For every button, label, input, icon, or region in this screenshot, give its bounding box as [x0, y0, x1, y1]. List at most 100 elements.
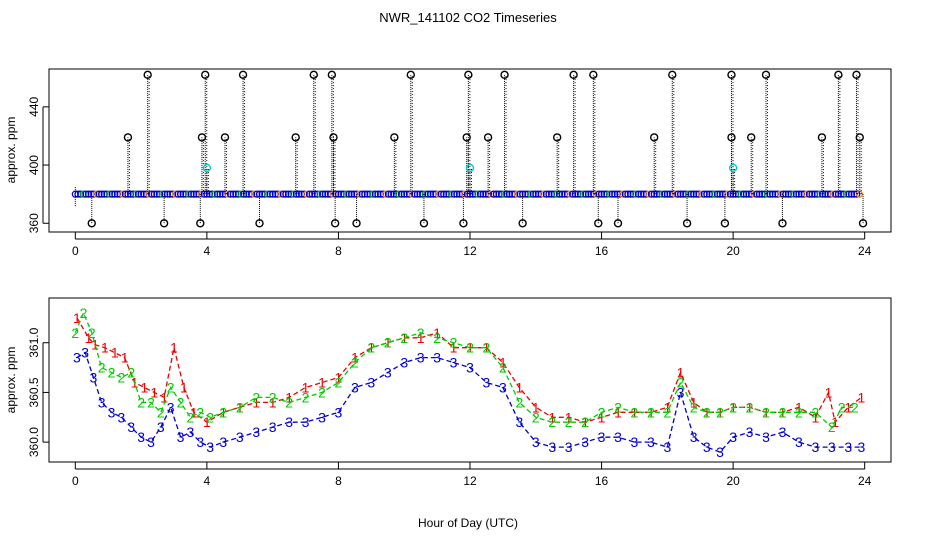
- bottom-series-2-point: 2: [285, 394, 293, 410]
- bottom-series-2-point: 2: [384, 335, 392, 351]
- top-baseline-point: [690, 190, 698, 198]
- bottom-series-1-point: 1: [825, 384, 833, 400]
- top-baseline-point: [229, 190, 237, 198]
- top-baseline-point: [826, 190, 835, 198]
- top-baseline-point: [129, 190, 137, 198]
- bottom-series-3-point: 3: [466, 360, 474, 376]
- bottom-series-2-point: 2: [795, 404, 803, 420]
- top-baseline-point: [245, 190, 253, 198]
- bottom-series-1-point: 1: [677, 365, 685, 381]
- top-mid-spikes-point: [817, 133, 827, 142]
- bottom-series-1-point: 1: [795, 399, 803, 415]
- top-baseline-point: [216, 190, 224, 198]
- top-baseline-point: [321, 190, 329, 198]
- top-baseline-point: [682, 190, 690, 198]
- top-baseline-point: [595, 190, 603, 198]
- bottom-series-1-point: 1: [858, 389, 866, 405]
- bottom-series-3-point: 3: [98, 394, 106, 410]
- top-baseline-point: [342, 190, 350, 198]
- bottom-series-2-point: 2: [515, 394, 523, 410]
- top-baseline-point: [298, 190, 306, 198]
- bottom-series-2-point: 2: [147, 394, 155, 410]
- top-baseline-point: [366, 190, 374, 198]
- bottom-series-2-point: 2: [108, 365, 116, 381]
- bottom-series-1-point: 1: [663, 399, 671, 415]
- top-baseline-point: [532, 190, 540, 198]
- bottom-series-2-point: 2: [236, 399, 244, 415]
- bottom-series-1-point: 1: [483, 340, 491, 356]
- top-baseline-point: [166, 190, 174, 198]
- bottom-series-3-point: 3: [167, 399, 175, 415]
- bottom-series-2-point: 2: [187, 409, 195, 425]
- top-baseline-point: [213, 190, 221, 198]
- bottom-series-1-point: 1: [203, 414, 211, 430]
- top-baseline-point: [774, 190, 782, 198]
- top-baseline-point: [274, 190, 282, 198]
- bottom-series-1-point: 1: [811, 409, 819, 425]
- top-baseline-point: [695, 190, 703, 198]
- top-mid-spikes-point: [855, 133, 864, 142]
- bottom-series-2-point: 2: [335, 374, 343, 390]
- top-baseline-point: [369, 190, 377, 198]
- top-baseline-point: [755, 190, 764, 198]
- top-low-dips-point: [720, 219, 730, 228]
- top-baseline-point: [240, 190, 248, 198]
- bottom-series-1-point: 1: [252, 394, 260, 410]
- top-baseline-point: [300, 190, 308, 198]
- top-baseline-point: [316, 190, 324, 198]
- top-baseline-point: [576, 190, 585, 198]
- top-baseline-point: [437, 190, 445, 198]
- top-baseline-point: [555, 190, 564, 198]
- bottom-series-1-point: 1: [269, 394, 277, 410]
- bottom-series-2-point: 2: [532, 409, 540, 425]
- bottom-series-2-point: 2: [779, 404, 787, 420]
- top-baseline-point: [666, 190, 674, 198]
- bottom-series-1-point: 1: [515, 379, 523, 395]
- bottom-series-3-point: 3: [219, 434, 227, 450]
- bottom-series-2-point: 2: [598, 404, 606, 420]
- bottom-series-1-point: 1: [335, 370, 343, 386]
- bottom-series-3-point: 3: [746, 424, 754, 440]
- bottom-x-tick-label: 12: [463, 474, 477, 488]
- top-baseline-point: [226, 190, 235, 198]
- top-mid-spikes-point: [123, 133, 133, 142]
- top-low-dips-point: [196, 219, 205, 228]
- top-baseline-point: [363, 190, 371, 198]
- top-y-tick-label: 440: [27, 97, 41, 117]
- top-baseline-point: [119, 190, 127, 198]
- top-baseline-point: [795, 190, 803, 198]
- top-baseline-point: [624, 190, 632, 198]
- bottom-series-3-point: 3: [703, 439, 711, 455]
- top-baseline-point: [658, 190, 666, 198]
- bottom-x-tick-label: 20: [726, 474, 740, 488]
- top-baseline-point: [582, 190, 590, 198]
- top-baseline-point: [155, 190, 164, 198]
- bottom-series-1-point: 1: [703, 404, 711, 420]
- top-baseline-point: [134, 190, 143, 198]
- top-baseline-point: [524, 190, 532, 198]
- top-low-dips-point: [778, 219, 787, 228]
- bottom-series-3-point: 3: [236, 429, 244, 445]
- top-baseline-point: [292, 190, 300, 198]
- bottom-series-3-point: 3: [196, 434, 204, 450]
- top-cyan-markers-point: [465, 163, 475, 173]
- bottom-series-3-point: 3: [252, 424, 260, 440]
- top-baseline-point: [79, 190, 87, 198]
- top-baseline-point: [787, 190, 795, 198]
- bottom-series-2-point: 2: [252, 389, 260, 405]
- bottom-series-3-point: 3: [318, 409, 326, 425]
- bottom-series-3-point: 3: [108, 404, 116, 420]
- top-baseline-point: [287, 190, 295, 198]
- top-baseline-point: [374, 190, 382, 198]
- bottom-series-3-point: 3: [367, 374, 375, 390]
- top-baseline-point: [805, 190, 814, 198]
- top-baseline-point: [663, 190, 671, 198]
- top-low-dips-point: [330, 219, 340, 228]
- top-baseline-point: [184, 190, 193, 198]
- top-baseline-point: [766, 190, 774, 198]
- top-y-tick-label: 400: [27, 155, 41, 175]
- bottom-series-2-point: 2: [729, 399, 737, 415]
- top-baseline-point: [824, 190, 832, 198]
- top-baseline-point: [71, 190, 79, 198]
- top-mid-spikes-point: [220, 133, 230, 142]
